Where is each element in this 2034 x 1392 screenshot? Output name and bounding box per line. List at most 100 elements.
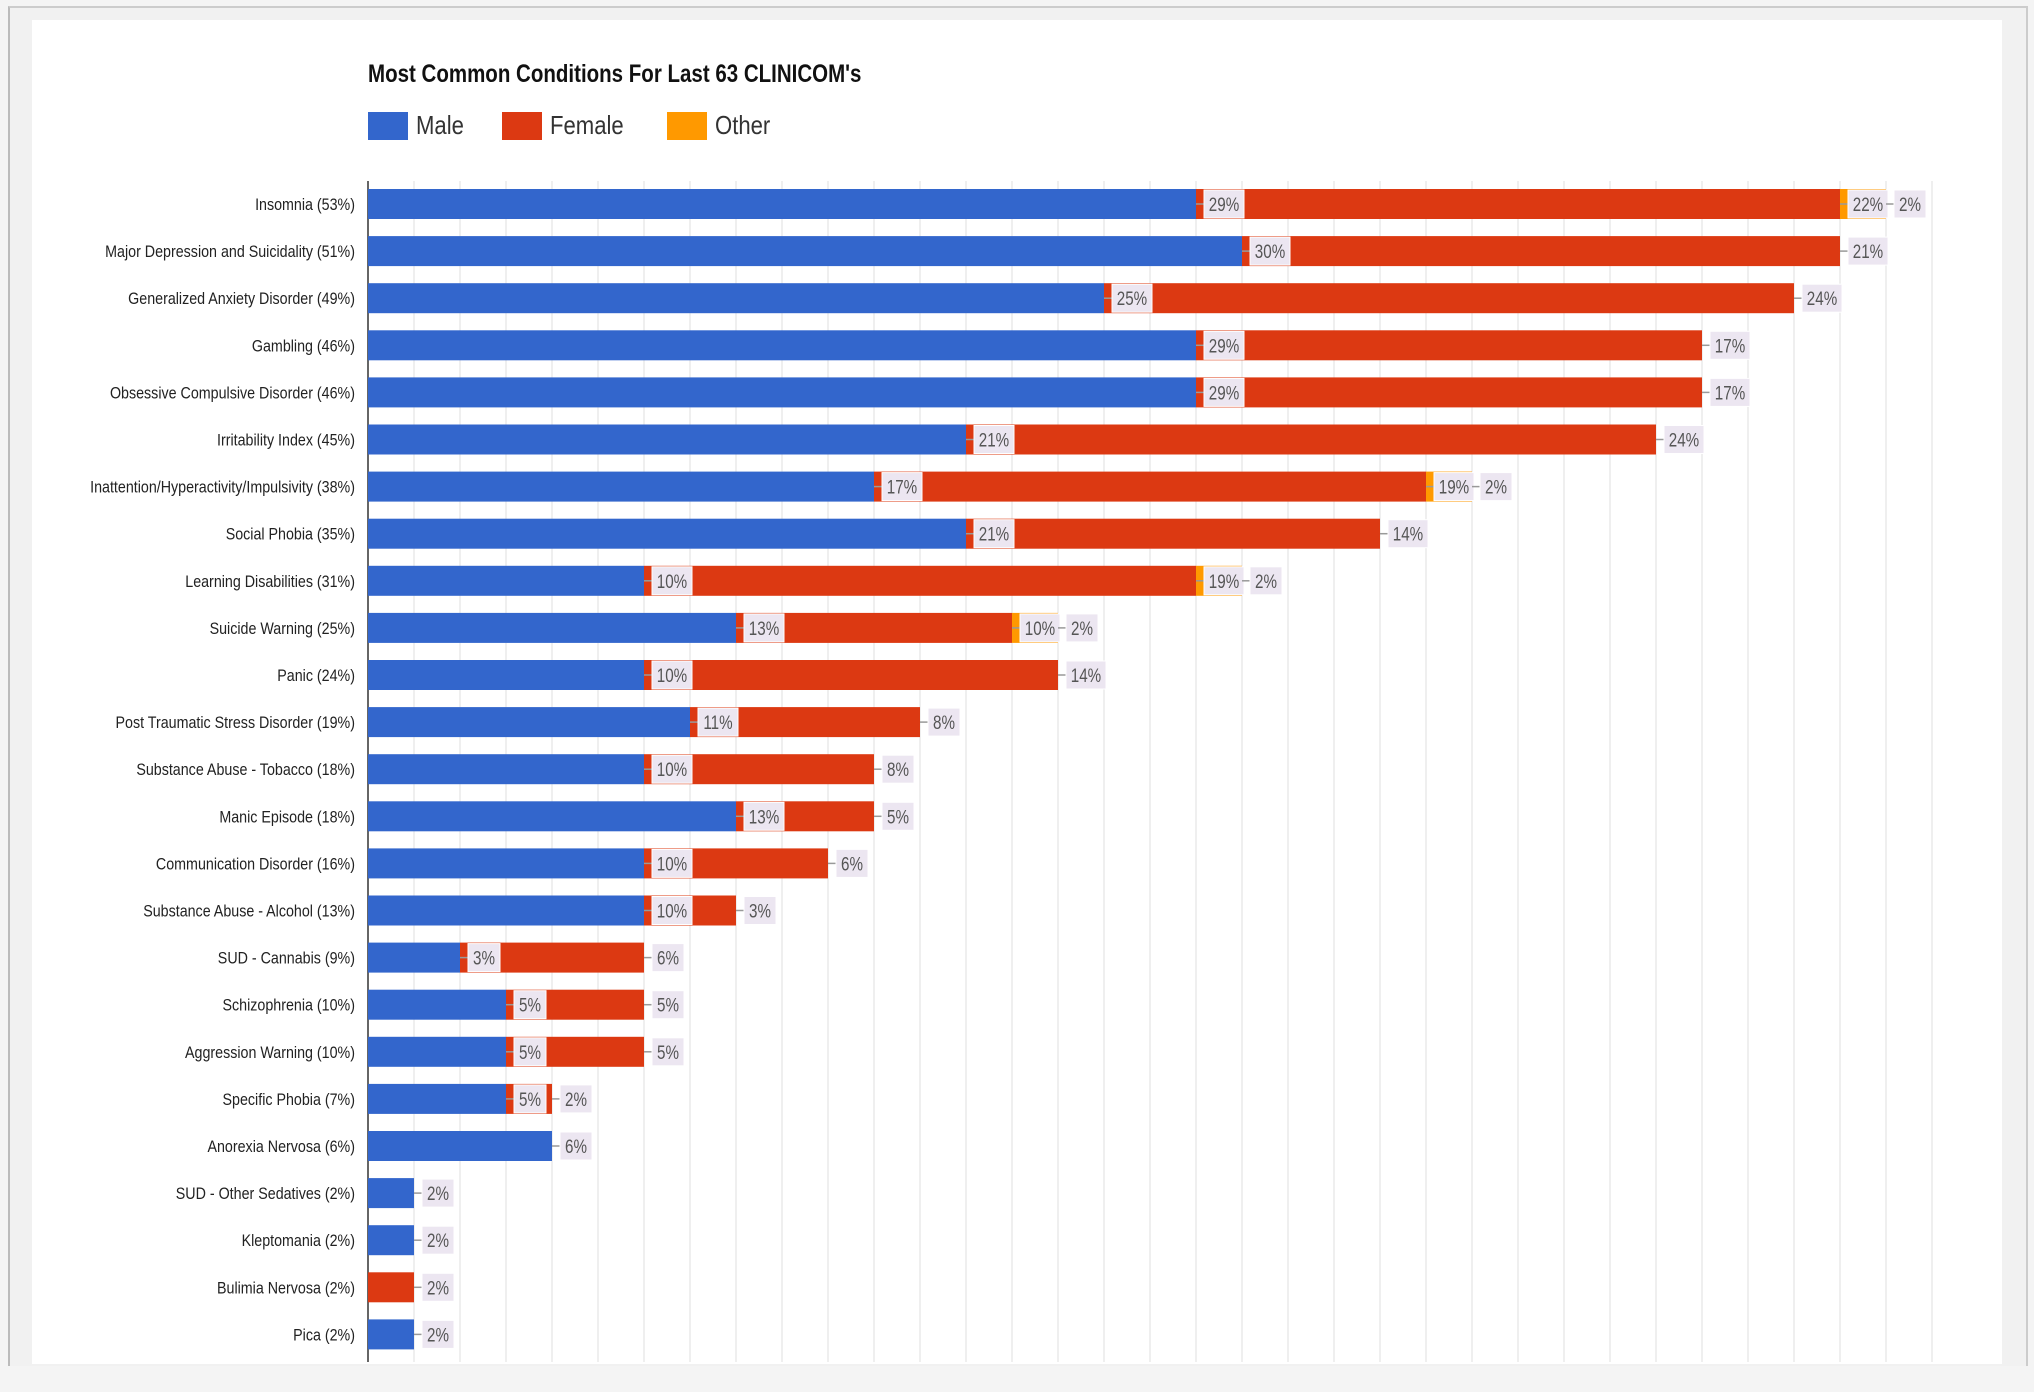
data-label: 5% xyxy=(657,994,679,1016)
data-label: 24% xyxy=(1669,429,1699,451)
data-label: 10% xyxy=(657,853,687,875)
data-label: 29% xyxy=(1209,193,1239,215)
data-label: 3% xyxy=(473,947,495,969)
data-label: 29% xyxy=(1209,335,1239,357)
data-label-box xyxy=(421,1178,455,1208)
data-label-box xyxy=(1847,236,1889,266)
data-label: 2% xyxy=(427,1182,449,1204)
data-label-box xyxy=(1203,566,1245,596)
data-label-box xyxy=(1709,330,1751,360)
bar-segment-male xyxy=(368,942,460,973)
bar-segment-male xyxy=(368,424,966,455)
bar-segment-female xyxy=(368,1272,414,1303)
data-label-box xyxy=(559,1131,593,1161)
category-label: Substance Abuse - Alcohol (13%) xyxy=(143,902,355,920)
category-label: Inattention/Hyperactivity/Impulsivity (3… xyxy=(90,479,355,497)
data-label: 25% xyxy=(1117,288,1147,310)
category-label: Suicide Warning (25%) xyxy=(210,620,355,638)
data-label: 24% xyxy=(1807,288,1837,310)
data-label-box xyxy=(513,1084,547,1114)
data-label: 14% xyxy=(1071,664,1101,686)
data-label: 13% xyxy=(749,806,779,828)
data-label: 5% xyxy=(519,994,541,1016)
data-label-box xyxy=(1387,519,1429,549)
data-label-box xyxy=(651,896,693,925)
data-label-box xyxy=(651,848,693,878)
data-label-box xyxy=(421,1319,455,1349)
legend-item-other[interactable]: Other xyxy=(667,110,780,141)
data-label: 5% xyxy=(887,806,909,828)
data-label-box xyxy=(651,754,693,784)
bar-segment-female xyxy=(1104,283,1794,314)
data-label: 2% xyxy=(427,1324,449,1346)
data-label: 13% xyxy=(749,617,779,639)
data-label: 6% xyxy=(565,1135,587,1157)
data-label: 10% xyxy=(657,570,687,592)
data-label: 2% xyxy=(1071,617,1093,639)
category-label: Gambling (46%) xyxy=(252,337,355,355)
data-label-box xyxy=(651,660,693,690)
data-label-box xyxy=(1663,425,1705,454)
data-label-box xyxy=(651,943,685,973)
legend-label-male: Male xyxy=(416,110,464,140)
bar-segment-female xyxy=(1196,377,1702,408)
bar-segment-male xyxy=(368,377,1196,408)
data-label: 21% xyxy=(979,523,1009,545)
bar-segment-male xyxy=(368,565,644,596)
data-label: 2% xyxy=(1255,570,1277,592)
data-label: 10% xyxy=(657,900,687,922)
legend-item-male[interactable]: Male xyxy=(368,110,472,141)
legend-label-female: Female xyxy=(550,110,625,140)
data-label-box xyxy=(881,801,915,831)
legend-item-female[interactable]: Female xyxy=(502,110,637,141)
data-label: 2% xyxy=(427,1230,449,1252)
data-label-box xyxy=(1249,566,1283,596)
category-label: Insomnia (53%) xyxy=(255,196,355,214)
data-label-box xyxy=(1479,472,1513,502)
data-label: 29% xyxy=(1209,382,1239,404)
bar-segment-male xyxy=(368,895,644,926)
bar-segment-female xyxy=(1196,189,1840,219)
data-label-box xyxy=(927,707,961,737)
category-label: Social Phobia (35%) xyxy=(226,526,355,544)
bar-segment-female xyxy=(966,518,1380,549)
data-label: 10% xyxy=(1025,617,1055,639)
bar-segment-male xyxy=(368,1178,414,1209)
data-label: 5% xyxy=(519,1088,541,1110)
legend-swatch-female xyxy=(502,111,543,140)
data-label-box xyxy=(743,896,777,925)
bar-segment-male xyxy=(368,471,874,502)
bar-segment-male xyxy=(368,612,736,643)
legend-swatch-other xyxy=(667,111,708,140)
data-label: 10% xyxy=(657,664,687,686)
category-label: Panic (24%) xyxy=(277,667,355,685)
category-label: Major Depression and Suicidality (51%) xyxy=(105,243,355,261)
legend-swatch-male xyxy=(368,111,408,140)
data-label: 17% xyxy=(887,476,917,498)
data-label-box xyxy=(1111,283,1153,313)
bar-segment-male xyxy=(368,236,1242,267)
data-label: 2% xyxy=(427,1277,449,1299)
legend-label-other: Other xyxy=(715,110,771,140)
data-label-box xyxy=(881,754,915,784)
data-label-box xyxy=(513,1037,547,1067)
data-label: 6% xyxy=(841,853,863,875)
data-label-box xyxy=(1203,189,1245,219)
data-label-box xyxy=(1203,377,1245,407)
category-label: Aggression Warning (10%) xyxy=(185,1044,355,1062)
data-label: 8% xyxy=(933,711,955,733)
bar-segment-male xyxy=(368,1083,506,1114)
data-label: 21% xyxy=(1853,240,1883,262)
category-label: Specific Phobia (7%) xyxy=(223,1091,355,1109)
data-label: 8% xyxy=(887,759,909,781)
data-label-box xyxy=(743,613,785,643)
bar-segment-female xyxy=(874,471,1426,502)
data-label-box xyxy=(973,519,1015,549)
data-label: 21% xyxy=(979,429,1009,451)
data-label: 17% xyxy=(1715,382,1745,404)
bar-segment-female xyxy=(1242,236,1840,267)
data-label-box xyxy=(1065,613,1099,643)
category-label: Kleptomania (2%) xyxy=(242,1232,355,1250)
bar-segment-male xyxy=(368,660,644,690)
bar-segment-male xyxy=(368,754,644,785)
